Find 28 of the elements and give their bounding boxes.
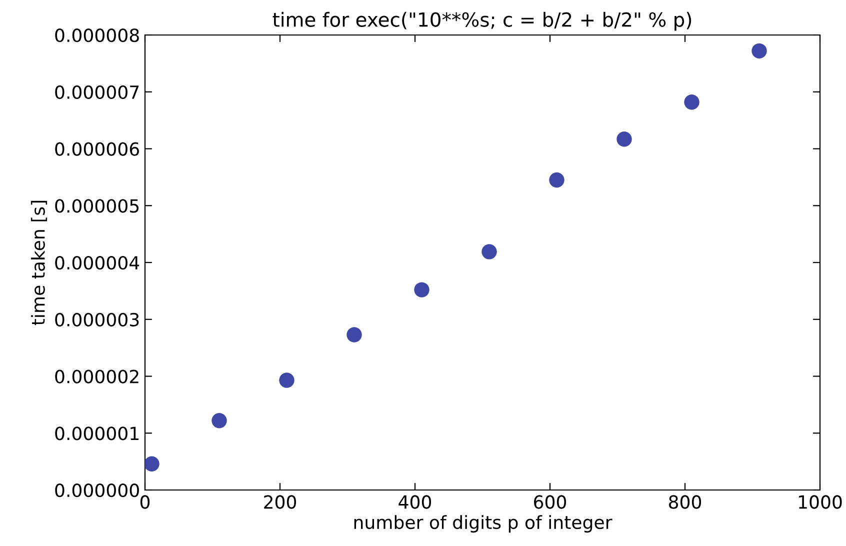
point — [684, 94, 700, 110]
y-tick-label: 0.000008 — [55, 28, 139, 42]
chart-title: time for exec("10**%s; c = b/2 + b/2" % p) — [272, 12, 692, 31]
y-tick-label: 0.000006 — [55, 142, 139, 156]
x-tick-label: 200 — [264, 495, 296, 509]
point — [414, 282, 430, 298]
x-tick-label: 0 — [140, 495, 150, 509]
y-axis-title: time taken [s] — [30, 200, 48, 326]
y-tick-label: 0.000000 — [55, 483, 139, 498]
y-tick-label: 0.000005 — [55, 199, 139, 213]
point — [145, 456, 160, 472]
x-tick-label: 1000 — [799, 495, 842, 509]
point — [549, 172, 564, 188]
y-tick-label: 0.000007 — [55, 85, 139, 99]
point — [279, 372, 294, 388]
point — [482, 244, 497, 260]
y-tick-label: 0.000003 — [55, 312, 139, 326]
point — [346, 327, 362, 342]
x-axis-title: number of digits p of integer — [354, 515, 612, 533]
y-tick-label: 0.000002 — [55, 370, 138, 384]
point — [752, 43, 767, 59]
x-tick-label: 600 — [534, 495, 566, 509]
x-tick-label: 400 — [398, 495, 432, 509]
y-tick-label: 0.000004 — [55, 256, 140, 270]
point — [616, 131, 632, 147]
y-tick-label: 0.000001 — [55, 426, 138, 440]
point — [212, 413, 227, 428]
x-tick-label: 800 — [668, 495, 702, 509]
